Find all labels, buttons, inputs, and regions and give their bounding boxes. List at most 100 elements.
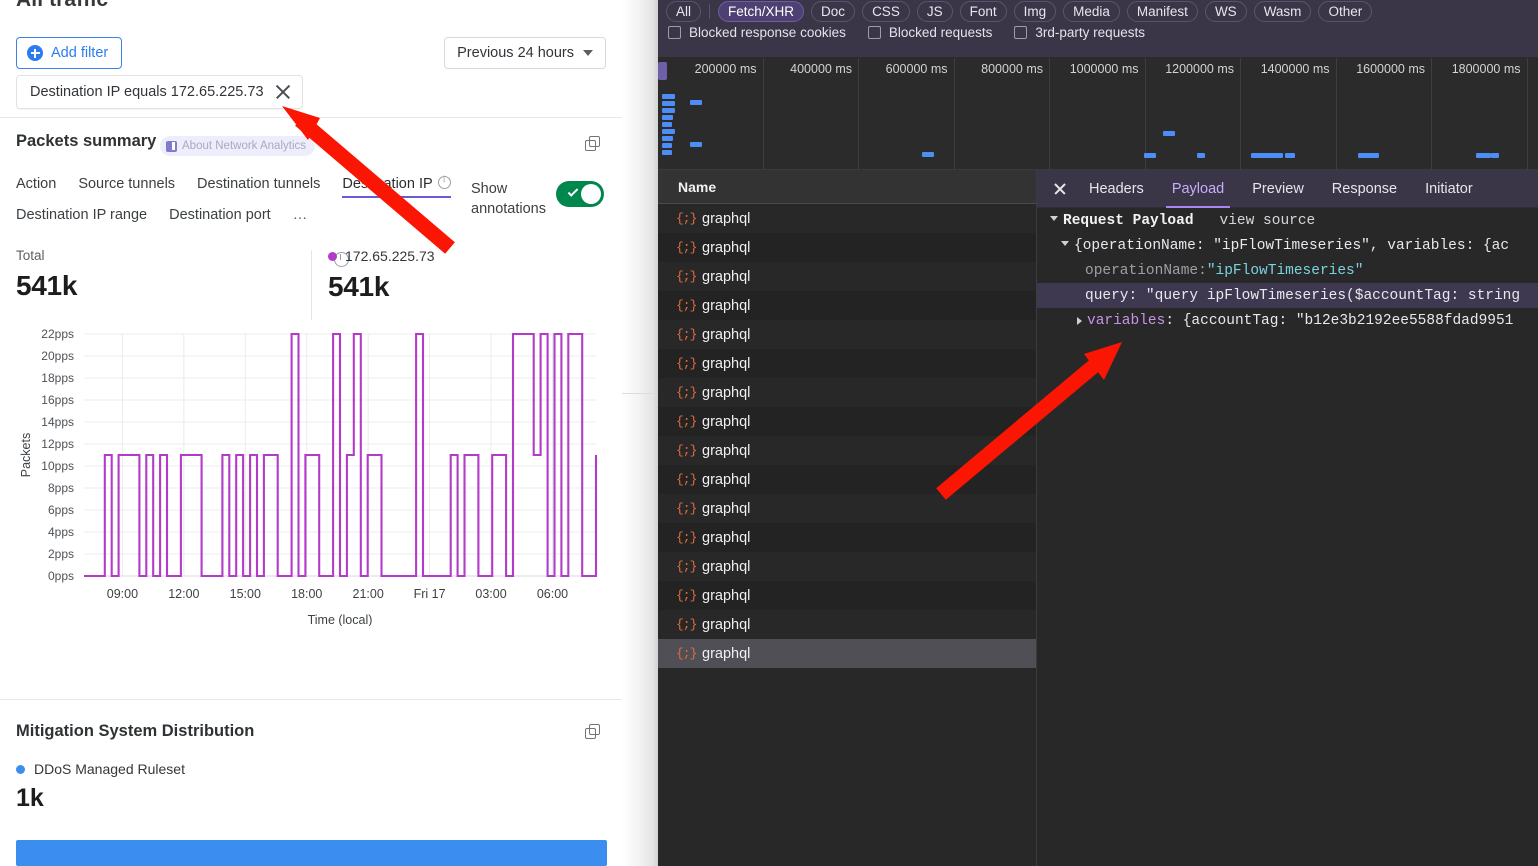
request-name: graphql [702, 210, 751, 227]
network-overview-timeline[interactable]: 200000 ms 400000 ms 600000 ms 800000 ms 1000… [658, 58, 1538, 170]
request-row[interactable]: {;} graphql [658, 262, 1036, 291]
filter-chip[interactable]: Destination IP equals 172.65.225.73 [16, 75, 303, 109]
close-icon[interactable] [274, 83, 292, 101]
request-name: graphql [702, 645, 751, 662]
tab-headers[interactable]: Headers [1075, 170, 1158, 208]
chevron-right-icon[interactable] [1077, 316, 1082, 325]
type-filter-css[interactable]: CSS [862, 1, 910, 22]
request-row[interactable]: {;} graphql [658, 349, 1036, 378]
timeline-tick: 1600000 ms [1337, 58, 1432, 170]
timeline-bar [1264, 153, 1267, 158]
about-network-analytics-badge[interactable]: About Network Analytics [160, 136, 316, 156]
about-badge-label: About Network Analytics [182, 140, 307, 152]
type-filter-other[interactable]: Other [1318, 1, 1373, 22]
request-row[interactable]: {;} graphql [658, 291, 1036, 320]
chevron-down-icon[interactable] [1050, 216, 1058, 225]
show-annotations-label: Show annotations [471, 181, 546, 217]
request-row[interactable]: {;} graphql [658, 494, 1036, 523]
checkbox-blocked-requests[interactable]: Blocked requests [867, 25, 992, 40]
checkbox-box[interactable] [867, 26, 881, 39]
check-icon [567, 186, 579, 197]
total-value: 541k [16, 270, 78, 301]
request-row[interactable]: {;} graphql [658, 233, 1036, 262]
y-tick-label: 18pps [41, 371, 74, 385]
series-value: 541k [328, 271, 390, 302]
timeline-bar [662, 150, 672, 155]
type-filter-js[interactable]: JS [916, 1, 953, 22]
expand-icon[interactable] [585, 724, 600, 739]
tab-source-tunnels[interactable]: Source tunnels [78, 173, 175, 198]
checkbox-blocked-response-cookies[interactable]: Blocked response cookies [668, 25, 846, 40]
payload-operation-name: operationName: "ipFlowTimeseries" [1037, 258, 1538, 283]
timeline-tick: 2 [1528, 58, 1538, 170]
type-filter-font[interactable]: Font [959, 1, 1007, 22]
type-filter-img[interactable]: Img [1013, 1, 1057, 22]
add-filter-button[interactable]: Add filter [16, 37, 123, 69]
expand-icon[interactable] [585, 136, 600, 151]
timeline-left-handle[interactable] [658, 62, 667, 80]
payload-object-line[interactable]: {operationName: "ipFlowTimeseries", vari… [1037, 233, 1538, 258]
tab-destination-ip-range[interactable]: Destination IP range [16, 204, 147, 229]
type-filter-media[interactable]: Media [1063, 1, 1120, 22]
request-row[interactable]: {;} graphql [658, 552, 1036, 581]
metric-tabs: Action Source tunnels Destination tunnel… [16, 173, 476, 229]
request-row[interactable]: {;} graphql [658, 523, 1036, 552]
timeline-bar [1277, 153, 1283, 158]
request-row[interactable]: {;} graphql [658, 639, 1036, 668]
tab-action[interactable]: Action [16, 173, 56, 198]
tab-destination-tunnels[interactable]: Destination tunnels [197, 173, 320, 198]
timeline-bar [1144, 153, 1156, 158]
type-filter-all[interactable]: All [666, 1, 702, 22]
packets-timeseries-chart[interactable]: 0pps 2pps 4pps 6pps 8pps 10pps 12pps 14pps 16pps… [0, 326, 622, 626]
tab-label: Destination tunnels [197, 176, 321, 192]
graphql-json-icon: {;} [676, 211, 697, 226]
request-name: graphql [702, 529, 751, 546]
type-filter-doc[interactable]: Doc [811, 1, 856, 22]
add-filter-label: Add filter [51, 45, 109, 61]
request-row[interactable]: {;} graphql [658, 378, 1036, 407]
request-row[interactable]: {;} graphql [658, 407, 1036, 436]
request-row[interactable]: {;} graphql [658, 581, 1036, 610]
show-annotations-toggle[interactable] [556, 181, 604, 207]
info-icon[interactable] [437, 174, 451, 189]
x-tick-label: 09:00 [107, 587, 138, 601]
chevron-down-icon[interactable] [1061, 241, 1069, 250]
tab-initiator[interactable]: Initiator [1411, 170, 1487, 208]
payload-variables[interactable]: variables: {accountTag: "b12e3b2192ee558… [1037, 308, 1538, 333]
tab-destination-port[interactable]: Destination port [169, 204, 271, 229]
request-row[interactable]: {;} graphql [658, 436, 1036, 465]
request-name: graphql [702, 500, 751, 517]
request-row[interactable]: {;} graphql [658, 610, 1036, 639]
type-filter-fetch-xhr[interactable]: Fetch/XHR [718, 1, 805, 22]
timeline-bar [1270, 153, 1274, 158]
tab-preview[interactable]: Preview [1238, 170, 1318, 208]
close-icon[interactable] [1045, 174, 1075, 204]
request-row[interactable]: {;} graphql [658, 465, 1036, 494]
request-payload-section[interactable]: Request Payload view source [1037, 208, 1538, 233]
request-row[interactable]: {;} graphql [658, 204, 1036, 233]
checkbox-3rd-party-requests[interactable]: 3rd-party requests [1014, 25, 1145, 40]
tab-destination-ip[interactable]: Destination IP [342, 173, 451, 198]
request-row[interactable]: {;} graphql [658, 320, 1036, 349]
tab-label: … [292, 207, 310, 223]
type-filter-manifest[interactable]: Manifest [1126, 1, 1198, 22]
timeline-tick-label: 1400000 ms [1260, 62, 1330, 76]
x-tick-label: Fri 17 [414, 587, 446, 601]
time-range-dropdown[interactable]: Previous 24 hours [444, 37, 606, 69]
type-filter-ws[interactable]: WS [1204, 1, 1247, 22]
graphql-json-icon: {;} [676, 240, 697, 255]
tab-response[interactable]: Response [1318, 170, 1411, 208]
pill-label: Img [1023, 4, 1047, 19]
column-header-name[interactable]: Name [658, 170, 1036, 204]
checkbox-box[interactable] [668, 26, 681, 39]
tab-payload[interactable]: Payload [1158, 170, 1238, 208]
pill-label: Other [1328, 4, 1363, 19]
type-filter-wasm[interactable]: Wasm [1253, 1, 1312, 22]
request-name: graphql [702, 384, 751, 401]
y-tick-label: 8pps [48, 481, 74, 495]
checkbox-box[interactable] [1014, 26, 1028, 39]
view-source-link[interactable]: view source [1219, 212, 1316, 229]
more-tabs-button[interactable]: … [293, 204, 310, 229]
mitigation-system-distribution-card: Mitigation System Distribution DDoS Mana… [0, 700, 622, 866]
y-tick-label: 16pps [41, 393, 74, 407]
